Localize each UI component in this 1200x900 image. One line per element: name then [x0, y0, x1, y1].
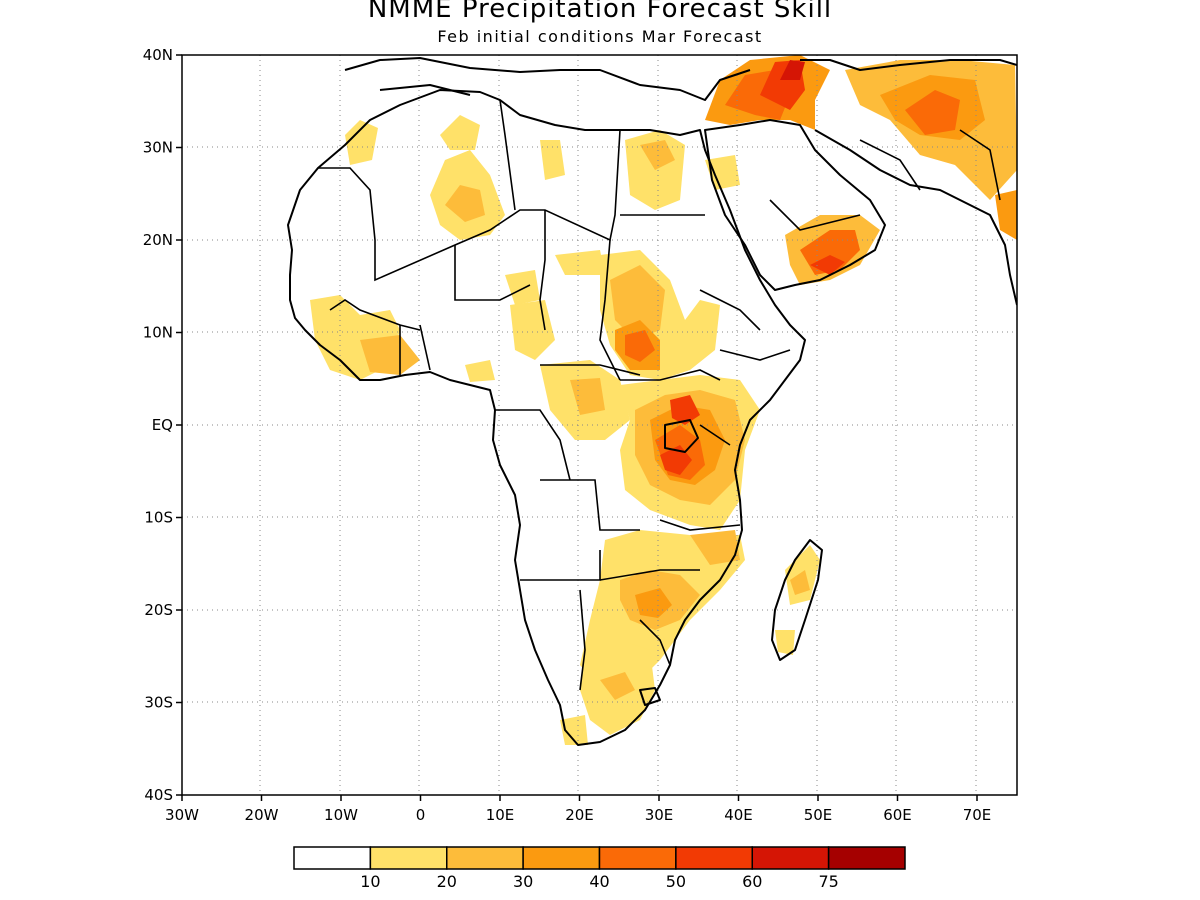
- y-tick-label: EQ: [152, 416, 173, 434]
- colorbar-swatch: [446, 846, 524, 870]
- colorbar-label: 30: [513, 872, 533, 891]
- colorbar-swatch: [293, 846, 372, 870]
- y-tick-label: 30S: [144, 694, 173, 712]
- x-tick-label: 0: [416, 806, 426, 824]
- colorbar-label: 40: [589, 872, 609, 891]
- coastlines: [287, 57, 1017, 746]
- x-tick-label: 20E: [565, 806, 594, 824]
- x-tick-label: 20W: [245, 806, 279, 824]
- x-axis: 30W 20W 10W 0 10E 20E 30E 40E 50E 60E 70E: [165, 795, 991, 824]
- x-tick-label: 40E: [724, 806, 753, 824]
- colorbar-swatch: [522, 846, 601, 870]
- grid-lines: [182, 55, 1017, 795]
- x-tick-label: 50E: [804, 806, 833, 824]
- colorbar-label: 20: [437, 872, 457, 891]
- y-tick-label: 40N: [143, 46, 173, 64]
- x-tick-label: 10E: [486, 806, 515, 824]
- y-tick-label: 20S: [144, 601, 173, 619]
- y-tick-label: 40S: [144, 786, 173, 804]
- country-borders: [318, 99, 1001, 691]
- y-axis: 40N 30N 20N 10N EQ 10S 20S 30S 40S: [143, 46, 182, 804]
- colorbar-swatch: [369, 846, 448, 870]
- x-tick-label: 70E: [963, 806, 992, 824]
- colorbar-swatch: [751, 846, 830, 870]
- colorbar: 10 20 30 40 50 60 75: [293, 846, 906, 891]
- y-tick-label: 30N: [143, 139, 173, 157]
- colorbar-swatch: [675, 846, 753, 870]
- x-tick-label: 10W: [324, 806, 358, 824]
- x-tick-label: 60E: [883, 806, 912, 824]
- x-tick-label: 30E: [645, 806, 674, 824]
- colorbar-label: 50: [666, 872, 686, 891]
- colorbar-swatch: [598, 846, 677, 870]
- colorbar-label: 10: [360, 872, 380, 891]
- y-tick-label: 10N: [143, 324, 173, 342]
- x-tick-label: 30W: [165, 806, 199, 824]
- colorbar-swatch: [827, 846, 906, 870]
- map-title: NMME Precipitation Forecast Skill: [367, 0, 833, 24]
- y-tick-label: 20N: [143, 231, 173, 249]
- map-subtitle: Feb initial conditions Mar Forecast: [437, 27, 763, 46]
- colorbar-label: 60: [742, 872, 762, 891]
- y-tick-label: 10S: [144, 509, 173, 527]
- colorbar-label: 75: [818, 872, 838, 891]
